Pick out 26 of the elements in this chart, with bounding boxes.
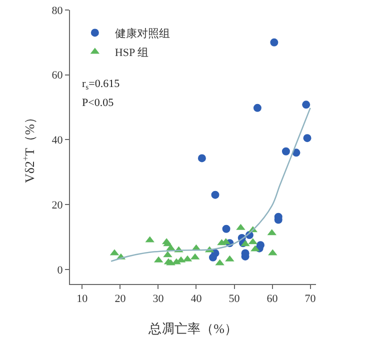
x-axis-title: 总凋亡率（%） — [148, 321, 238, 336]
point — [303, 134, 312, 142]
x-tick-label: 20 — [114, 293, 126, 306]
point — [253, 104, 262, 112]
point — [198, 154, 206, 162]
point — [222, 224, 230, 233]
point — [208, 253, 217, 262]
y-tick-label: 20 — [52, 199, 64, 212]
y-tick-label: 40 — [52, 134, 64, 147]
x-tick-label: 40 — [190, 293, 202, 306]
y-tick-label: 0 — [57, 264, 64, 276]
y-tick-label: 80 — [52, 4, 64, 17]
x-tick-label: 70 — [304, 293, 316, 306]
y-tick-label: 60 — [52, 70, 64, 82]
legend-label: HSP 组 — [114, 47, 148, 60]
legend-label: 健康对照组 — [114, 27, 170, 40]
x-tick-label: 50 — [228, 293, 240, 306]
annotation: P<0.05 — [82, 97, 114, 109]
x-tick-label: 30 — [152, 293, 164, 306]
point — [302, 100, 310, 109]
annotation: r$_{s}$=0.615 — [82, 78, 120, 92]
x-tick-label: 60 — [266, 293, 278, 306]
point — [282, 147, 290, 156]
point — [270, 38, 278, 46]
point — [211, 190, 220, 199]
x-tick-label: 10 — [76, 293, 88, 306]
